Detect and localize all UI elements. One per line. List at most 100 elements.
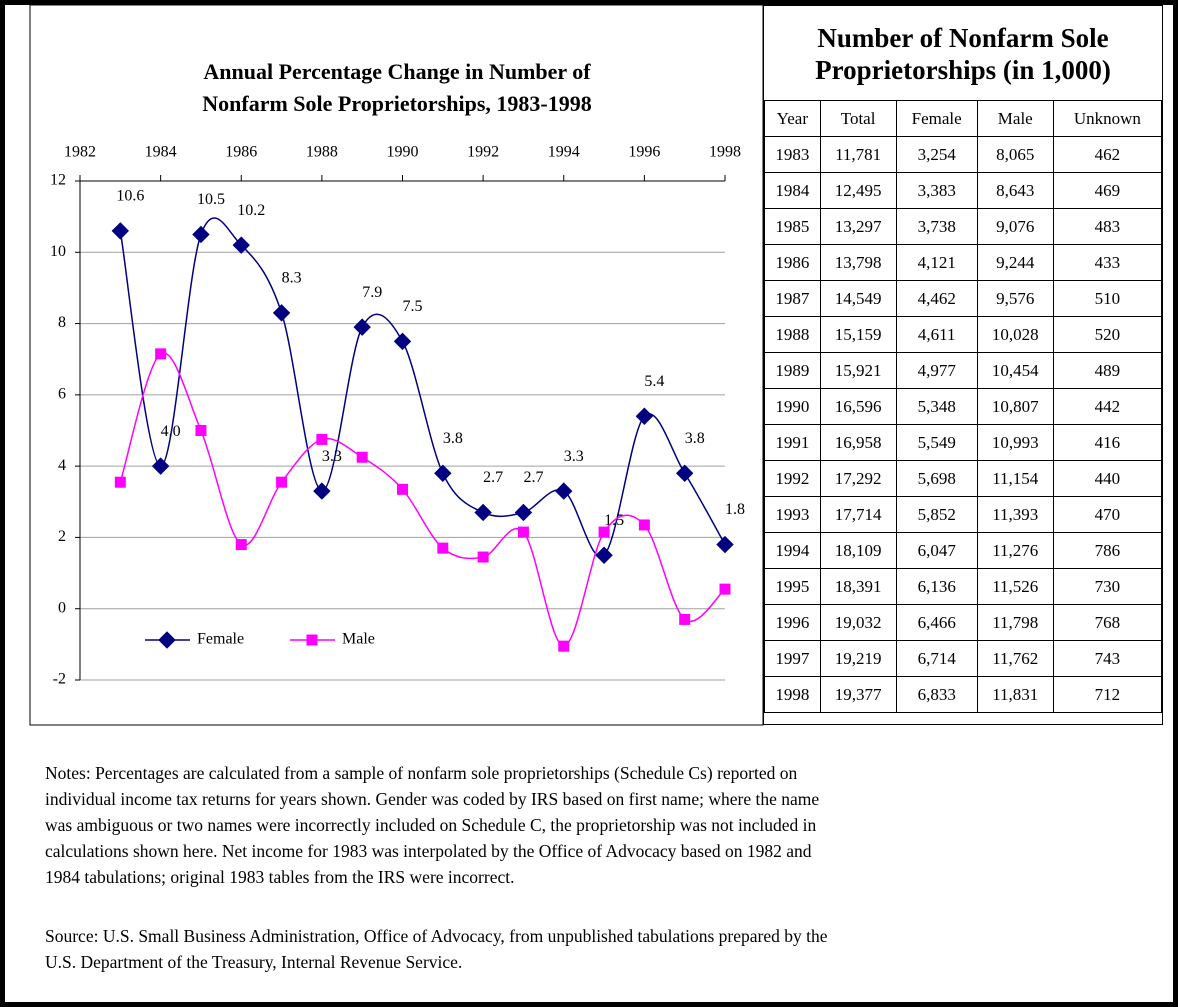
table-row: 1995 18,391 6,136 11,526 730 [764, 568, 1163, 605]
notes-line: was ambiguous or two names were incorrec… [45, 815, 817, 835]
table-row: 1986 13,798 4,121 9,244 433 [764, 244, 1163, 281]
table-row: 1997 19,219 6,714 11,762 743 [764, 640, 1163, 677]
x-tick-label: 1990 [387, 144, 419, 161]
marker [437, 542, 449, 554]
table-cell: 470 [1052, 496, 1163, 533]
table-cell: 768 [1052, 604, 1163, 641]
table-row: 1989 15,921 4,977 10,454 489 [764, 352, 1163, 389]
table-row: 1998 19,377 6,833 11,831 712 [764, 676, 1163, 713]
table-cell: 16,596 [819, 388, 897, 425]
table-row: 1990 16,596 5,348 10,807 442 [764, 388, 1163, 425]
chart: Annual Percentage Change in Number of No… [29, 4, 764, 726]
table-cell: 4,611 [895, 316, 978, 353]
x-tick-label: 1992 [467, 144, 499, 161]
table-cell: 9,076 [976, 208, 1054, 245]
table-title-line: Number of Nonfarm Sole [817, 23, 1109, 53]
table-cell: 1996 [764, 604, 821, 641]
table-cell: 6,833 [895, 676, 978, 713]
marker [151, 457, 170, 475]
table-cell: 4,462 [895, 280, 978, 317]
x-tick-label: 1994 [548, 144, 580, 161]
table-title: Number of Nonfarm Sole Proprietorships (… [764, 6, 1162, 100]
marker [434, 464, 452, 482]
marker [675, 464, 694, 482]
table-cell: 3,383 [895, 172, 978, 209]
table-cell: 1993 [764, 496, 821, 533]
table: Number of Nonfarm Sole Proprietorships (… [763, 5, 1163, 725]
notes-line: Notes: Percentages are calculated from a… [45, 763, 798, 783]
marker [393, 332, 412, 351]
source-line: Source: U.S. Small Business Administrati… [45, 926, 828, 946]
table-cell: 16,958 [819, 424, 897, 461]
table-row: 1987 14,549 4,462 9,576 510 [764, 280, 1163, 317]
data-label: 7.9 [362, 284, 382, 301]
table-row: 1992 17,292 5,698 11,154 440 [764, 460, 1163, 497]
table-cell: 1986 [764, 244, 821, 281]
marker [195, 425, 207, 436]
table-cell: 440 [1052, 460, 1163, 497]
header-cell: Unknown [1052, 100, 1163, 137]
table-cell: 743 [1052, 640, 1163, 677]
x-tick-label: 1988 [306, 144, 338, 161]
table-cell: 730 [1052, 568, 1163, 605]
x-tick-label: 1996 [628, 144, 660, 161]
marker [232, 236, 250, 254]
table-cell: 483 [1052, 208, 1163, 245]
marker [316, 433, 328, 445]
marker [558, 640, 570, 652]
y-tick-label: 10 [50, 243, 66, 260]
marker [477, 551, 489, 563]
notes: Notes: Percentages are calculated from a… [45, 760, 819, 890]
source-line: U.S. Department of the Treasury, Interna… [45, 952, 463, 972]
table-cell: 520 [1052, 316, 1163, 353]
table-cell: 442 [1052, 388, 1163, 425]
data-label: 3.8 [443, 430, 463, 447]
series-line [119, 217, 726, 558]
header-cell: Female [895, 100, 978, 137]
marker [276, 476, 288, 488]
data-label: 2.7 [523, 469, 543, 486]
table-cell: 11,781 [819, 136, 897, 173]
marker [356, 451, 368, 463]
marker [313, 482, 331, 500]
legend-label: Male [342, 631, 375, 648]
series-line [119, 352, 726, 647]
table-cell: 6,136 [895, 568, 978, 605]
marker [306, 634, 318, 646]
table-row: 1991 16,958 5,549 10,993 416 [764, 424, 1163, 461]
table-cell: 3,254 [895, 136, 978, 173]
table-cell: 6,047 [895, 532, 978, 569]
table-cell: 9,244 [976, 244, 1054, 281]
table-cell: 17,714 [819, 496, 897, 533]
notes-line: calculations shown here. Net income for … [45, 841, 812, 861]
table-cell: 5,698 [895, 460, 978, 497]
data-label: 2.7 [483, 469, 503, 486]
table-cell: 8,065 [976, 136, 1054, 173]
table-cell: 6,714 [895, 640, 978, 677]
marker [638, 519, 650, 531]
table-cell: 1997 [764, 640, 821, 677]
table-row: 1984 12,495 3,383 8,643 469 [764, 172, 1163, 209]
table-cell: 5,852 [895, 496, 978, 533]
marker [635, 407, 654, 425]
data-label: 3.3 [322, 448, 342, 465]
header-cell: Year [764, 100, 821, 137]
data-label: 10.2 [237, 202, 265, 219]
table-cell: 1994 [764, 532, 821, 569]
y-tick-label: 8 [58, 314, 66, 331]
table-cell: 5,348 [895, 388, 978, 425]
table-cell: 469 [1052, 172, 1163, 209]
table-cell: 10,028 [976, 316, 1054, 353]
y-tick-label: 12 [50, 172, 66, 189]
data-label: 10.6 [116, 188, 144, 205]
chart-title: Nonfarm Sole Proprietorships, 1983-1998 [202, 91, 591, 116]
x-tick-label: 1998 [709, 144, 741, 161]
table-cell: 462 [1052, 136, 1163, 173]
marker [272, 304, 291, 322]
marker [353, 318, 371, 336]
table-title-line: Proprietorships (in 1,000) [815, 55, 1111, 85]
y-tick-label: -2 [53, 671, 66, 688]
marker [679, 613, 691, 625]
table-cell: 9,576 [976, 280, 1054, 317]
